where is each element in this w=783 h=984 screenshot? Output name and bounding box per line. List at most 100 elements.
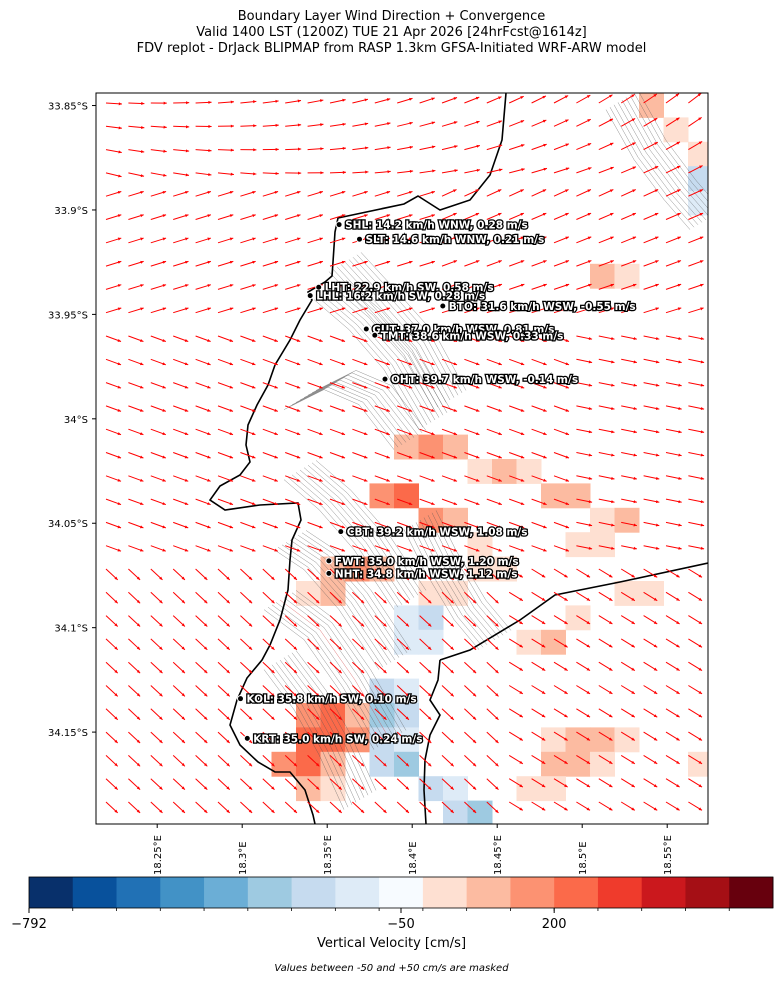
wind-vector: [508, 754, 524, 765]
wind-vector: [195, 661, 208, 674]
wind-vector: [105, 591, 119, 604]
terrain-contour: [263, 669, 345, 810]
wind-vector: [553, 335, 570, 342]
wind-vector: [486, 120, 503, 127]
wind-vector: [620, 615, 636, 625]
wind-vector: [419, 475, 435, 482]
wind-vector: [576, 521, 593, 527]
wind-vector: [329, 214, 346, 220]
wind-vector: [150, 172, 167, 177]
wind-vector: [576, 685, 591, 695]
velocity-cell: [394, 678, 419, 704]
terrain-contour: [625, 97, 708, 216]
wind-vector: [419, 685, 432, 697]
wind-vector: [576, 167, 592, 174]
terrain-contour: [271, 604, 383, 745]
wind-vector: [688, 307, 704, 314]
terrain-contour: [356, 254, 463, 393]
chart-title-line-1: Boundary Layer Wind Direction + Converge…: [237, 9, 546, 24]
wind-vector: [329, 237, 346, 244]
wind-vector: [352, 335, 368, 342]
wind-vector: [352, 146, 369, 151]
wind-vector: [150, 149, 167, 153]
wind-vector: [665, 731, 680, 741]
wind-vector: [688, 428, 705, 434]
wind-vector: [307, 708, 320, 721]
wind-vector: [576, 212, 592, 220]
wind-vector: [195, 778, 208, 790]
wind-vector: [284, 731, 298, 744]
wind-vector: [419, 169, 436, 174]
wind-vector: [397, 498, 413, 506]
wind-vector: [509, 212, 525, 220]
wind-vector: [173, 284, 189, 290]
wind-vector: [128, 284, 144, 290]
terrain-contour: [336, 266, 443, 405]
wind-vector: [464, 189, 480, 197]
wind-vector: [643, 475, 660, 480]
wind-vector: [173, 149, 190, 153]
wind-vector: [128, 125, 145, 130]
y-tick-label: 34°S: [64, 415, 88, 426]
wind-vector: [307, 260, 324, 267]
wind-vector: [240, 148, 257, 152]
wind-vector: [598, 260, 614, 267]
terrain-contour: [332, 269, 439, 408]
wind-vector: [665, 117, 680, 127]
wind-vector: [620, 661, 636, 671]
wind-vector: [419, 498, 435, 506]
wind-vector: [150, 755, 163, 767]
wind-vector: [307, 591, 320, 604]
wind-vector: [643, 117, 658, 127]
wind-vector: [240, 452, 256, 459]
wind-vector: [508, 591, 524, 602]
wind-vector: [643, 307, 660, 314]
wind-vector: [195, 100, 212, 104]
wind-vector: [531, 778, 546, 788]
colorbar-swatch: [72, 877, 117, 908]
wind-vector: [665, 405, 682, 410]
boundary-line: [439, 562, 708, 661]
wind-vector: [374, 170, 391, 174]
wind-vector: [531, 475, 547, 482]
wind-vector: [217, 685, 231, 697]
wind-vector: [374, 146, 391, 151]
wind-vector: [397, 452, 413, 459]
wind-vector: [665, 452, 682, 457]
terrain-contour: [639, 93, 708, 195]
wind-vector: [576, 382, 593, 387]
wind-vector: [397, 405, 413, 412]
wind-vector: [441, 475, 458, 482]
wind-vector: [553, 498, 570, 506]
wind-vector: [576, 708, 591, 718]
coastline: [208, 93, 708, 824]
wind-vector: [486, 521, 503, 529]
wind-vector: [128, 214, 144, 220]
wind-vector: [621, 212, 637, 220]
wind-vector: [419, 452, 435, 459]
station-label-oht: OHT: 39.7 km/h WSW, -0.14 m/s: [391, 374, 578, 386]
wind-vector: [105, 521, 122, 529]
terrain-contour: [348, 259, 455, 398]
wind-vector: [240, 591, 253, 604]
wind-vector: [329, 801, 343, 814]
wind-vector: [441, 121, 458, 127]
wind-vector: [576, 335, 593, 341]
wind-vector: [128, 801, 141, 814]
terrain-contour: [283, 657, 365, 798]
wind-vector: [598, 335, 615, 341]
wind-vector: [285, 405, 301, 412]
terrain-contour: [299, 469, 411, 601]
wind-vector: [643, 591, 658, 602]
wind-vector: [329, 358, 346, 366]
wind-vector: [195, 801, 208, 814]
wind-vector: [441, 428, 458, 436]
wind-vector: [598, 685, 613, 695]
wind-vector: [105, 755, 119, 767]
velocity-cell: [394, 605, 419, 631]
y-tick-label: 34.1°S: [54, 624, 88, 635]
wind-vector: [307, 405, 323, 412]
wind-vector: [621, 452, 637, 457]
wind-vector: [419, 237, 436, 244]
wind-vector: [464, 498, 480, 506]
